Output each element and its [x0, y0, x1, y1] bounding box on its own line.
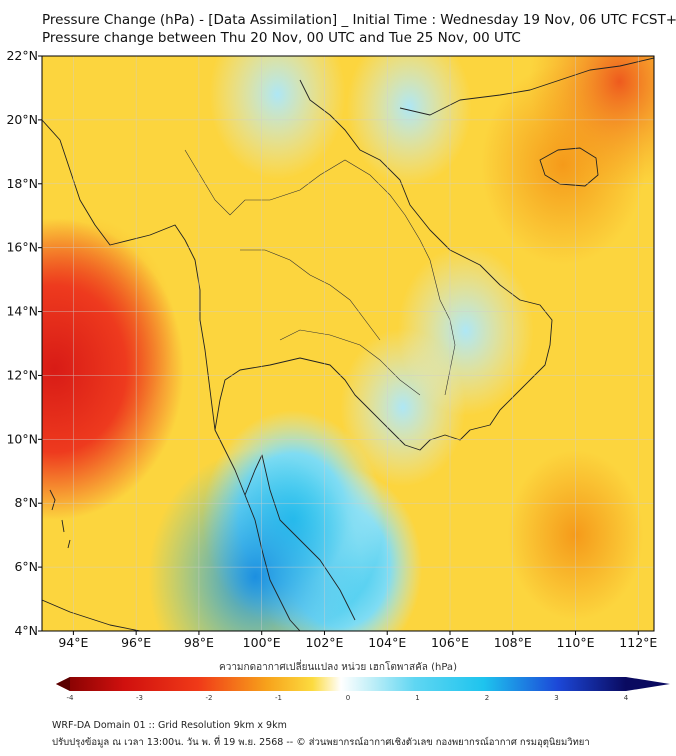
- footer-credit: ปรับปรุงข้อมูล ณ เวลา 13:00น. วัน พ. ที่…: [52, 737, 590, 748]
- colorbar-tick-label: 0: [346, 694, 350, 702]
- lat-tick-label: 10°N: [6, 431, 38, 446]
- colorbar-min-extension: [56, 677, 70, 691]
- pressure-region-blue-north: [209, 56, 346, 180]
- colorbar-label: ความกดอากาศเปลี่ยนแปลง หน่วย เฮกโตพาสคัล…: [219, 662, 457, 673]
- pressure-region-blue-northeast: [346, 56, 472, 187]
- colorbar-tick-label: -4: [67, 694, 75, 702]
- colorbar: -4 -3 -2 -1 0 1 2 3 4: [56, 677, 670, 702]
- lat-tick-label: 6°N: [14, 559, 38, 574]
- pressure-region-blue-east: [397, 245, 534, 416]
- lat-tick-label: 18°N: [6, 176, 38, 191]
- footer-model-info: WRF-DA Domain 01 :: Grid Resolution 9km …: [52, 720, 287, 731]
- hainan-island: [539, 147, 599, 187]
- lon-tick-label: 110°E: [557, 635, 595, 650]
- lon-tick-label: 104°E: [368, 635, 406, 650]
- lon-tick-label: 94°E: [58, 635, 88, 650]
- axis-ticks: [38, 55, 639, 635]
- map-frame: [41, 55, 655, 632]
- indochina-coastline: [214, 79, 553, 451]
- lat-tick-label: 22°N: [6, 48, 38, 63]
- colorbar-tick-label: -3: [136, 694, 143, 702]
- lon-tick-label: 100°E: [243, 635, 281, 650]
- colorbar-tick-label: 3: [554, 694, 558, 702]
- lat-tick-label: 8°N: [14, 495, 38, 510]
- lon-tick-label: 98°E: [184, 635, 214, 650]
- west-coastline: [42, 119, 301, 631]
- colorbar-body: [56, 677, 626, 691]
- internal-border: [240, 249, 381, 341]
- colorbar-max-extension: [626, 677, 670, 691]
- cambodia-border: [279, 329, 421, 396]
- peninsula-east-coast: [244, 454, 356, 621]
- lon-tick-label: 108°E: [494, 635, 532, 650]
- andaman-islands: [49, 489, 71, 549]
- lon-tick-label: 106°E: [431, 635, 469, 650]
- lat-tick-label: 12°N: [6, 367, 38, 382]
- china-coastline: [399, 57, 654, 116]
- lat-tick-label: 4°N: [14, 623, 38, 638]
- colorbar-tick-label: 4: [624, 694, 629, 702]
- coastlines: [42, 57, 654, 631]
- colorbar-tick-label: 2: [485, 694, 489, 702]
- latitude-labels: 4°N 6°N 8°N 10°N 12°N 14°N 16°N 18°N 20°N 22°N: [6, 48, 38, 638]
- chart-subtitle: Pressure change between Thu 20 Nov, 00 U…: [42, 30, 521, 46]
- chart-title: Pressure Change (hPa) - [Data Assimilati…: [42, 12, 676, 28]
- sumatra-coast: [42, 599, 141, 631]
- longitude-labels: 94°E 96°E 98°E 100°E 102°E 104°E 106°E 108°E 110…: [58, 635, 657, 650]
- colorbar-tick-label: -2: [206, 694, 213, 702]
- pressure-region-red-west: [42, 218, 185, 521]
- pressure-region-red-hainan-ne: [529, 56, 654, 191]
- lat-tick-label: 16°N: [6, 240, 38, 255]
- gridlines: [42, 56, 654, 631]
- lon-tick-label: 102°E: [305, 635, 343, 650]
- lon-tick-label: 96°E: [121, 635, 151, 650]
- lat-tick-label: 14°N: [6, 304, 38, 319]
- colorbar-tick-label: -1: [275, 694, 282, 702]
- lat-tick-label: 20°N: [6, 112, 38, 127]
- pressure-region-blue-deep: [148, 449, 363, 631]
- field-layer: [42, 56, 654, 631]
- lon-tick-label: 112°E: [619, 635, 657, 650]
- colorbar-tick-label: 1: [415, 694, 419, 702]
